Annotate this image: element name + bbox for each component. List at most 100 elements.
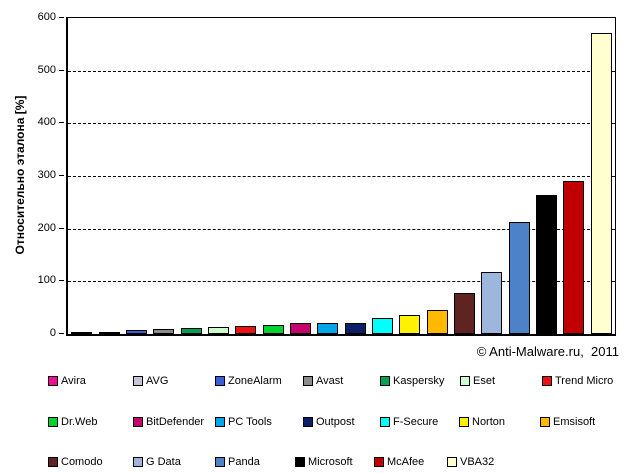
plot-area (66, 17, 616, 336)
bar-pc-tools (317, 323, 339, 334)
y-tick-label-300: 300 (37, 169, 56, 181)
bar-avast (153, 329, 175, 334)
legend-item-avast: Avast (303, 375, 343, 387)
y-tick-label-200: 200 (37, 221, 56, 234)
bar-panda (508, 222, 530, 334)
gridline-500 (68, 70, 615, 72)
legend-item-f-secure: F-Secure (380, 416, 438, 428)
legend-item-vba32: VBA32 (447, 456, 494, 468)
legend-label-g-data: G Data (146, 456, 181, 468)
legend-item-emsisoft: Emsisoft (540, 416, 595, 428)
bar-zonealarm (125, 330, 147, 334)
legend-label-bitdefender: BitDefender (146, 416, 205, 428)
legend-swatch-eset (460, 376, 470, 386)
legend-swatch-kaspersky (380, 376, 390, 386)
bar-avg (98, 332, 120, 334)
legend-label-panda: Panda (228, 456, 260, 468)
legend-item-avg: AVG (133, 375, 168, 387)
bar-emsisoft (426, 310, 448, 334)
y-tick-label-400: 400 (37, 116, 56, 129)
legend-swatch-avast (303, 376, 313, 386)
legend-swatch-panda (215, 457, 225, 467)
bar-mcafee (563, 181, 585, 334)
legend-item-bitdefender: BitDefender (133, 416, 204, 428)
y-tick-200 (59, 227, 64, 229)
y-tick-300 (59, 175, 64, 176)
gridline-300 (68, 176, 615, 177)
bar-comodo (454, 293, 476, 334)
legend-label-avg: AVG (146, 375, 169, 387)
legend-label-mcafee: McAfee (387, 456, 425, 468)
legend-item-microsoft: Microsoft (295, 456, 353, 468)
legend-label-dr-web: Dr.Web (61, 416, 98, 428)
legend-swatch-trend-micro (542, 376, 552, 386)
bar-norton (399, 315, 421, 334)
legend-item-g-data: G Data (133, 456, 181, 468)
legend-label-norton: Norton (472, 416, 506, 428)
legend-label-outpost: Outpost (316, 416, 355, 428)
legend-item-norton: Norton (459, 416, 505, 428)
bar-avira (71, 332, 93, 334)
bar-f-secure (372, 318, 394, 334)
bar-eset (207, 327, 229, 334)
legend-label-comodo: Comodo (61, 456, 103, 468)
legend-label-emsisoft: Emsisoft (553, 416, 596, 428)
legend-swatch-avira (48, 376, 58, 386)
legend-item-outpost: Outpost (303, 416, 355, 428)
legend-label-avira: Avira (61, 375, 86, 387)
legend-label-eset: Eset (473, 375, 496, 387)
copyright-text: © Anti-Malware.ru, 2011 (476, 344, 619, 359)
bar-outpost (344, 323, 366, 334)
legend-swatch-microsoft (295, 457, 305, 467)
y-tick-400 (59, 122, 64, 124)
legend-swatch-norton (459, 417, 469, 427)
bar-microsoft (536, 195, 558, 334)
legend-item-kaspersky: Kaspersky (380, 375, 444, 387)
legend-item-comodo: Comodo (48, 456, 103, 468)
bar-trend-micro (235, 326, 257, 334)
bar-vba32 (590, 33, 612, 334)
legend-swatch-zonealarm (215, 376, 225, 386)
legend-swatch-comodo (48, 457, 58, 467)
legend-swatch-mcafee (374, 457, 384, 467)
legend-item-mcafee: McAfee (374, 456, 424, 468)
bar-bitdefender (289, 323, 311, 334)
bar-dr-web (262, 325, 284, 334)
legend-swatch-vba32 (447, 457, 457, 467)
legend-label-kaspersky: Kaspersky (393, 375, 445, 387)
bar-kaspersky (180, 328, 202, 334)
bar-g-data (481, 272, 503, 334)
legend-swatch-pc-tools (215, 417, 225, 427)
legend-swatch-g-data (133, 457, 143, 467)
gridline-200 (68, 228, 615, 230)
y-tick-label-600: 600 (37, 11, 56, 23)
legend-item-trend-micro: Trend Micro (542, 375, 613, 387)
legend-label-f-secure: F-Secure (393, 416, 439, 428)
y-tick-label-100: 100 (37, 274, 56, 287)
legend-item-dr-web: Dr.Web (48, 416, 97, 428)
legend-label-avast: Avast (316, 375, 344, 387)
gridline-100 (68, 281, 615, 283)
y-tick-600 (59, 17, 64, 18)
legend-item-avira: Avira (48, 375, 86, 387)
legend-item-zonealarm: ZoneAlarm (215, 375, 282, 387)
legend-swatch-dr-web (48, 417, 58, 427)
y-tick-label-0: 0 (49, 327, 56, 339)
y-tick-500 (59, 69, 64, 71)
legend-label-trend-micro: Trend Micro (555, 375, 614, 387)
legend-item-panda: Panda (215, 456, 260, 468)
gridline-400 (68, 123, 615, 125)
legend-label-microsoft: Microsoft (308, 456, 353, 468)
y-tick-0 (59, 333, 64, 334)
legend-swatch-avg (133, 376, 143, 386)
y-tick-label-500: 500 (37, 63, 56, 76)
legend-item-eset: Eset (460, 375, 495, 387)
legend-swatch-bitdefender (133, 417, 143, 427)
legend-label-zonealarm: ZoneAlarm (228, 375, 282, 387)
legend-item-pc-tools: PC Tools (215, 416, 272, 428)
legend-label-vba32: VBA32 (460, 456, 495, 468)
legend-swatch-emsisoft (540, 417, 550, 427)
legend-swatch-f-secure (380, 417, 390, 427)
y-tick-100 (59, 280, 64, 282)
legend-label-pc-tools: PC Tools (228, 416, 272, 428)
